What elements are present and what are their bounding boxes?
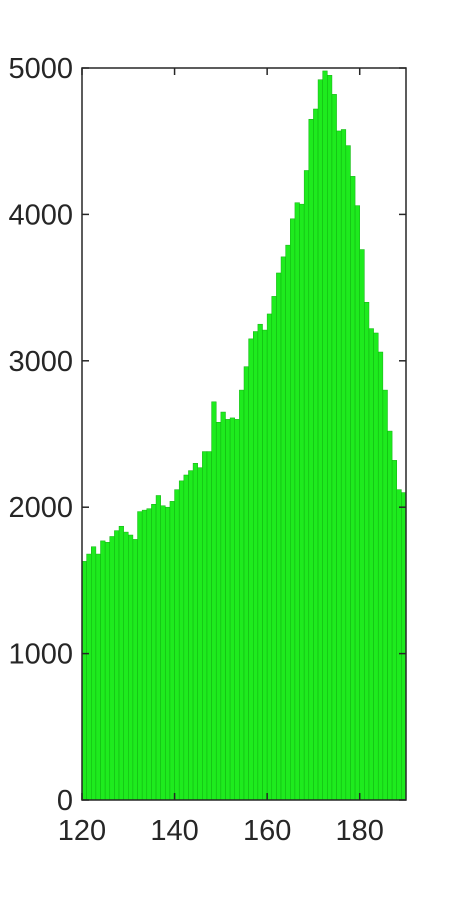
histogram-bar [262, 329, 268, 801]
histogram-bar [225, 419, 231, 801]
histogram-bar [345, 145, 351, 801]
y-tick-label: 5000 [8, 53, 73, 85]
histogram-bar [299, 203, 305, 801]
histogram-bar [192, 463, 198, 801]
x-axis: 120 140 160 180 [58, 68, 384, 847]
histogram-bar [387, 430, 393, 801]
histogram-bar [220, 411, 226, 801]
histogram-bar [327, 75, 333, 801]
histogram-bar [183, 474, 189, 801]
histogram-bar [188, 470, 194, 801]
histogram-bar [151, 504, 157, 801]
x-tick-label: 120 [58, 815, 106, 847]
x-tick-label: 160 [243, 815, 291, 847]
histogram-bar [294, 202, 300, 801]
histogram-bar [322, 70, 328, 801]
histogram-bar [354, 205, 360, 801]
y-tick-label: 2000 [8, 492, 73, 524]
x-tick-label: 140 [150, 815, 198, 847]
histogram-bar [396, 489, 402, 801]
histogram-bar [308, 118, 314, 801]
histogram-bar [197, 467, 203, 801]
histogram-bar [234, 419, 240, 801]
histogram-bar [280, 256, 286, 801]
histogram-bar [253, 331, 259, 801]
histogram-bar [137, 511, 143, 801]
histogram-bar [211, 401, 217, 801]
histogram-bar [303, 170, 310, 801]
histogram-bar [109, 536, 115, 801]
y-tick-label: 4000 [8, 199, 73, 231]
y-tick-label: 3000 [8, 346, 73, 378]
histogram-bar [331, 94, 337, 801]
histogram-bar [155, 495, 161, 801]
histogram-bar [128, 534, 134, 801]
histogram-bar [100, 540, 106, 801]
y-tick-label: 1000 [8, 639, 73, 671]
histogram-bar [104, 542, 111, 801]
histogram-bar [215, 422, 222, 801]
histogram-bar [169, 501, 175, 801]
histogram-bar [317, 79, 323, 801]
histogram-bar [206, 451, 212, 801]
histogram-bar [377, 351, 384, 801]
y-axis: 0 1000 2000 3000 4000 5000 [8, 53, 406, 817]
histogram-bar [239, 389, 245, 801]
histogram-bar [340, 129, 347, 801]
histogram-bar [160, 505, 166, 801]
histogram-bar [141, 509, 148, 801]
x-tick-label: 180 [336, 815, 384, 847]
histogram-bar [290, 218, 296, 801]
histogram-bar [91, 546, 97, 801]
histogram-bar [95, 553, 101, 801]
axes-box [81, 67, 407, 801]
histogram-bar [174, 489, 180, 801]
histogram-bar [132, 539, 138, 801]
histogram-bar [123, 531, 129, 801]
histogram-bar [165, 506, 171, 801]
histogram-bar [202, 451, 208, 801]
histogram-bar [248, 338, 254, 801]
histogram-bar [86, 553, 92, 801]
histogram-bar [229, 417, 235, 801]
histogram-bar [359, 249, 365, 801]
histogram-bar [114, 530, 120, 801]
histogram-bar [276, 272, 282, 801]
histogram-bar [266, 313, 273, 801]
histogram-bar [118, 525, 124, 801]
histogram-bar [368, 328, 374, 801]
histogram-bar [382, 389, 388, 801]
histogram-bar [285, 244, 291, 801]
histogram-bar [373, 332, 379, 801]
y-tick-label: 0 [57, 785, 73, 817]
histogram-bar [271, 296, 277, 801]
histogram-bar [336, 130, 342, 801]
histogram-bar [243, 366, 249, 801]
histogram-bar [364, 301, 370, 801]
histogram-bar [391, 460, 397, 801]
histogram-bar [178, 480, 185, 801]
histogram-bar [350, 176, 356, 801]
histogram-bar [146, 508, 152, 801]
histogram-bar [257, 323, 263, 801]
histogram-bar [313, 108, 319, 801]
